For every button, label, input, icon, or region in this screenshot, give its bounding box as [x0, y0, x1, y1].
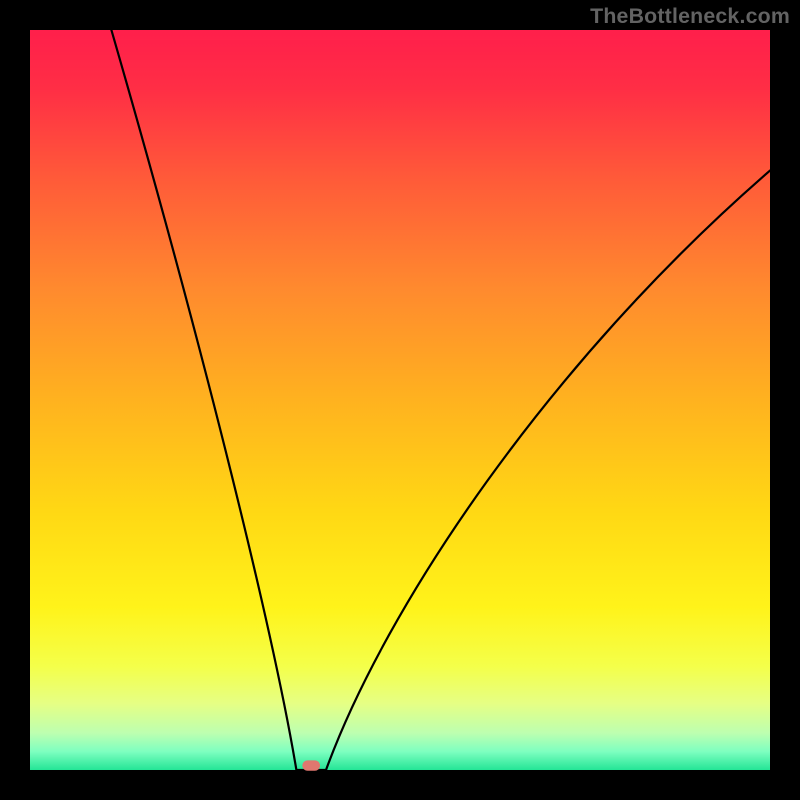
watermark-text: TheBottleneck.com: [590, 4, 790, 29]
chart-svg: [0, 0, 800, 800]
chart-stage: { "watermark": { "text": "TheBottleneck.…: [0, 0, 800, 800]
notch-marker: [302, 760, 320, 770]
plot-background: [30, 30, 770, 770]
